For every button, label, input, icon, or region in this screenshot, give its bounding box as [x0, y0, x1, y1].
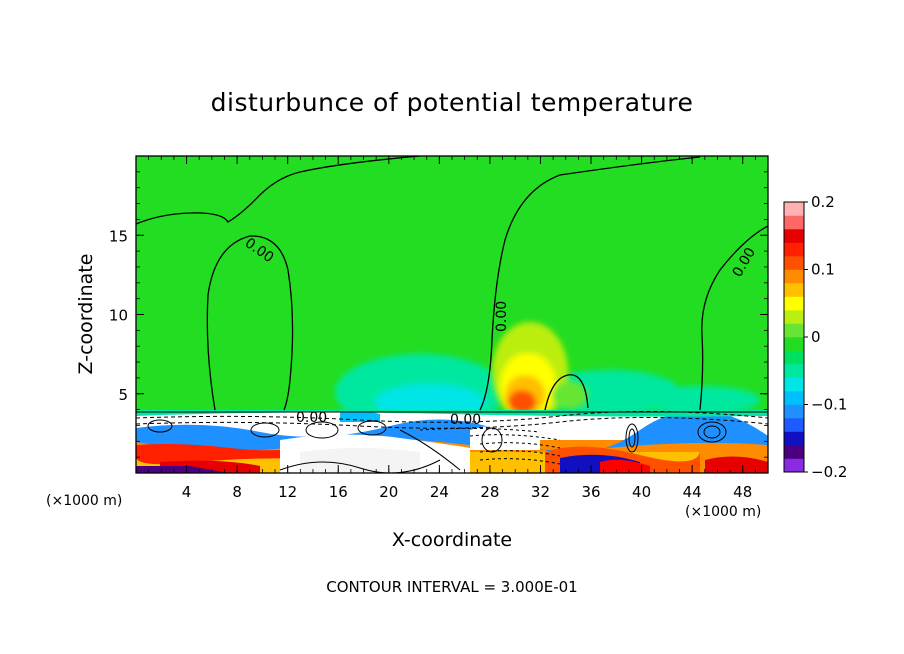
x-tick-label: 20	[379, 483, 398, 501]
colorbar-swatch	[784, 323, 804, 338]
x-axis: 4 8 12 16 20 24 28 32 36 40 44 48	[148, 156, 756, 501]
colorbar-swatch	[784, 364, 804, 378]
colorbar-swatch	[784, 431, 804, 446]
colorbar-swatch	[784, 391, 804, 405]
x-axis-label: X-coordinate	[392, 529, 512, 551]
contour-top-left	[136, 156, 421, 225]
x-axis-unit-right: (×1000 m)	[685, 504, 761, 520]
x-tick-label: 44	[683, 483, 702, 501]
heatmap-boundary-layer	[136, 410, 768, 473]
contour-label: 0.00	[494, 301, 510, 332]
contour-interval-note: CONTOUR INTERVAL = 3.000E-01	[326, 578, 577, 596]
contour-right-dome	[699, 225, 768, 411]
contour-right-branch	[544, 374, 589, 411]
contour-zero-lines	[136, 156, 768, 411]
contour-label: 0.00	[450, 412, 481, 428]
colorbar-tick-label: 0.2	[811, 193, 835, 211]
contour-label: 0.00	[296, 410, 327, 426]
x-tick-label: 16	[329, 483, 348, 501]
x-tick-label: 36	[581, 483, 600, 501]
colorbar-swatch	[784, 229, 804, 243]
colorbar-swatch	[784, 404, 804, 419]
x-tick-label: 40	[632, 483, 651, 501]
colorbar-swatch	[784, 458, 804, 473]
colorbar-swatch	[784, 269, 804, 284]
x-axis-unit-left: (×1000 m)	[46, 493, 122, 509]
colorbar-tick-label: −0.1	[811, 396, 847, 414]
y-axis-label: Z-coordinate	[75, 254, 97, 375]
y-tick-label: 5	[118, 386, 128, 404]
chart-title: disturbunce of potential temperature	[211, 88, 694, 117]
colorbar-swatch	[784, 283, 804, 297]
contour-left-dome	[206, 235, 294, 411]
colorbar-swatch	[784, 445, 804, 459]
colorbar-tick-label: −0.2	[811, 463, 847, 481]
y-axis: 5 10 15	[109, 171, 768, 458]
x-tick-label: 28	[480, 483, 499, 501]
y-tick-label: 10	[109, 307, 128, 325]
x-tick-label: 12	[278, 483, 297, 501]
x-tick-label: 8	[232, 483, 242, 501]
x-tick-label: 32	[531, 483, 550, 501]
colorbar-swatch	[784, 377, 804, 392]
colorbar-swatch	[784, 418, 804, 432]
colorbar: 0.2 0.1 0 −0.1 −0.2	[783, 193, 847, 481]
x-tick-label: 48	[733, 483, 752, 501]
colorbar-swatch	[784, 242, 804, 257]
colorbar-swatch	[784, 350, 804, 365]
heatmap-field: 0.00 0.00 0.00 0.00 0.00	[136, 156, 768, 473]
colorbar-swatch	[784, 256, 804, 270]
colorbar-swatch	[784, 337, 804, 351]
colorbar-tick-label: 0.1	[811, 261, 835, 279]
contour-boundary-layer	[136, 410, 768, 473]
contour-center-dome	[479, 156, 701, 411]
colorbar-swatch	[784, 296, 804, 311]
colorbar-swatch	[784, 215, 804, 230]
x-tick-label: 24	[430, 483, 449, 501]
y-tick-label: 15	[109, 227, 128, 245]
x-tick-label: 4	[182, 483, 192, 501]
colorbar-tick-label: 0	[811, 328, 821, 346]
colorbar-swatch	[784, 202, 804, 216]
colorbar-swatch	[784, 310, 804, 324]
